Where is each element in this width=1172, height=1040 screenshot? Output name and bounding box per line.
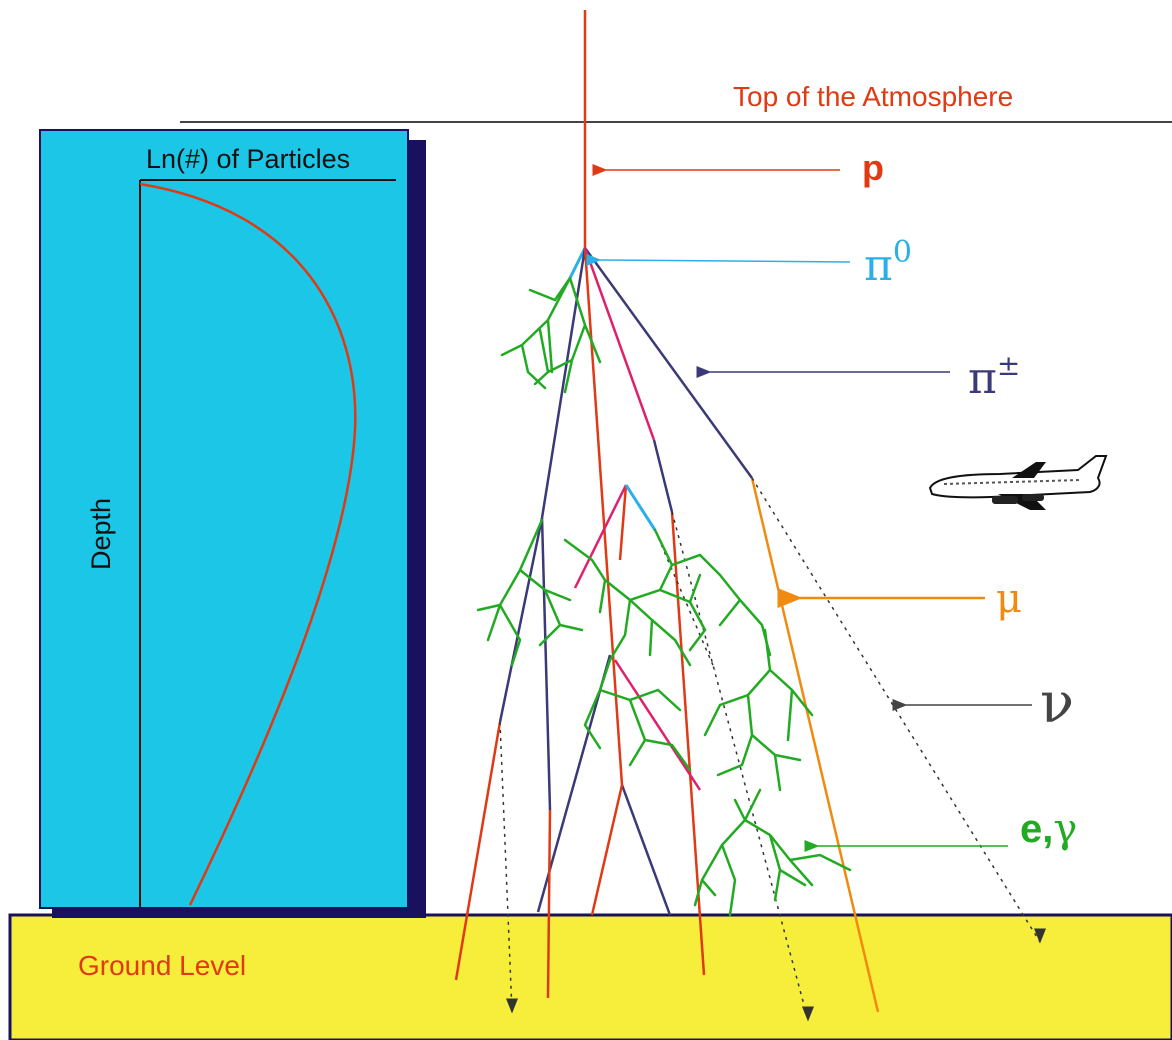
inset-x-label: Ln(#) of Particles <box>146 144 350 174</box>
inset-panel <box>39 129 409 909</box>
airplane-icon <box>928 455 1108 510</box>
proton-label: p <box>862 147 884 188</box>
pi0-decay-track <box>624 484 657 531</box>
muon-track <box>750 477 880 1013</box>
pi0-track <box>568 247 587 279</box>
charged-pion-tracks <box>498 247 754 916</box>
pink-tracks <box>573 247 702 791</box>
shower-profile-curve <box>139 182 357 906</box>
inset-y-label: Depth <box>86 498 116 570</box>
top-of-atmosphere-label: Top of the Atmosphere <box>733 81 1013 112</box>
ground-level-label: Ground Level <box>78 950 246 981</box>
em-subshowers <box>476 276 852 917</box>
ground-band <box>8 913 1172 1040</box>
pi0-label: π0 <box>864 235 912 291</box>
hadron-tracks <box>454 247 706 999</box>
neutrino-label: ν <box>1040 671 1074 736</box>
muon-label: μ <box>996 576 1022 622</box>
charged-pion-label: π± <box>968 349 1020 404</box>
pi0-pointer-arrow <box>586 253 851 266</box>
em-label: e,γ <box>1020 806 1077 852</box>
